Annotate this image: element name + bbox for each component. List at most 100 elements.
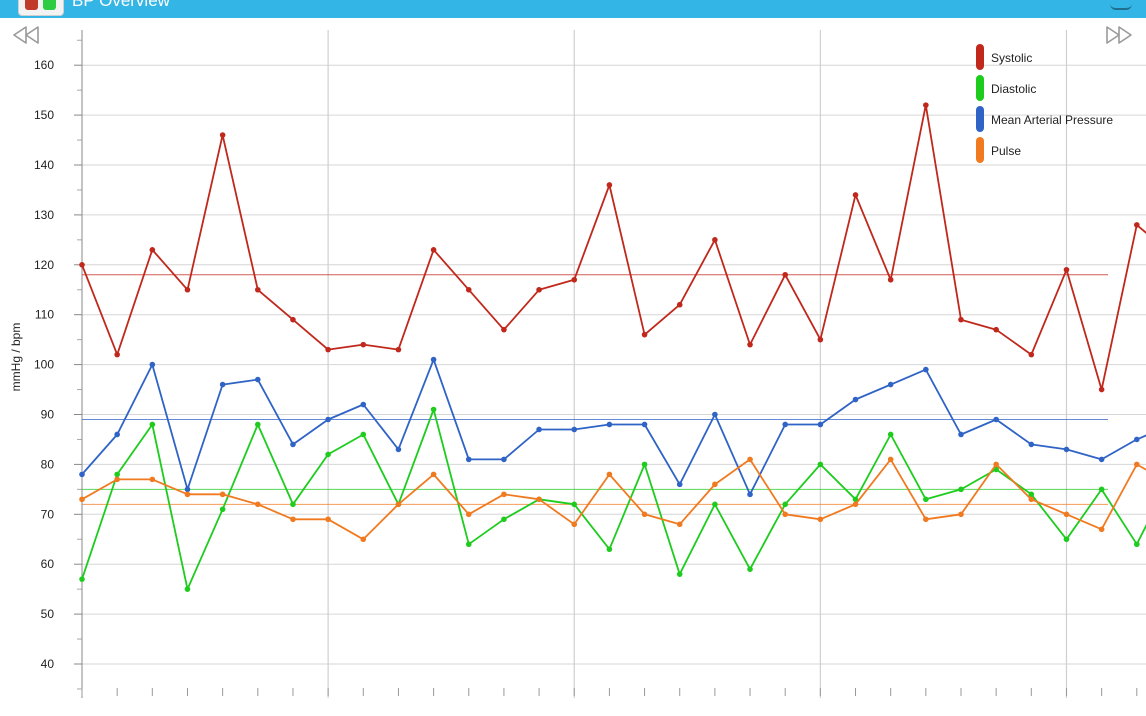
data-point-s2-7 [325,416,331,423]
data-point-s0-18 [712,237,718,243]
data-point-s3-13 [536,496,542,503]
y-tick-label-60: 60 [41,557,55,571]
data-point-s2-19 [747,491,753,498]
data-point-s0-5 [254,286,261,293]
app-logo-icon[interactable] [18,0,64,16]
next-page-button[interactable] [1104,24,1134,46]
data-point-s0-13 [536,286,542,293]
data-point-s0-12 [501,326,507,333]
y-tick-label-80: 80 [41,457,55,471]
data-point-s3-10 [430,471,437,478]
data-point-s3-23 [887,456,894,463]
data-point-s3-24 [923,516,929,523]
data-point-s1-1 [114,471,120,478]
data-point-s3-16 [641,511,648,518]
legend-label-systolic: Systolic [991,51,1033,65]
legend-swatch-pulse [976,137,984,163]
data-point-s0-28 [1063,266,1070,273]
data-point-s3-5 [254,501,261,508]
legend-label-pulse: Pulse [991,144,1022,158]
data-point-s1-28 [1063,536,1070,543]
data-point-s0-30 [1134,222,1140,228]
series-line-2 [81,358,1146,496]
legend-swatch-systolic [976,44,984,70]
data-point-s1-2 [149,421,156,428]
data-point-s1-15 [606,546,613,553]
legend-label-diastolic: Diastolic [991,82,1037,96]
data-point-s1-29 [1098,486,1105,493]
legend-item-diastolic[interactable]: Diastolic [972,75,1144,106]
data-point-s3-29 [1098,526,1105,533]
data-point-s3-12 [501,491,507,498]
data-point-s0-1 [114,351,120,358]
data-point-s2-2 [149,361,156,368]
data-point-s0-21 [817,336,824,343]
data-point-s0-7 [325,346,331,353]
data-point-s1-14 [571,501,578,508]
data-point-s0-20 [782,271,788,278]
data-point-s2-10 [430,356,437,363]
data-point-s0-3 [184,286,191,293]
data-point-s1-19 [747,566,753,572]
data-point-s2-24 [923,366,929,373]
data-point-s3-6 [290,516,296,523]
data-point-s2-22 [852,396,859,403]
data-point-s2-4 [219,381,226,388]
data-point-s3-4 [219,491,226,498]
data-point-s2-28 [1063,446,1070,453]
legend-item-pulse[interactable]: Pulse [972,137,1144,168]
app-logo-green-square [43,0,56,10]
fast-forward-icon [1106,26,1132,44]
y-tick-label-150: 150 [34,108,54,122]
data-point-s3-27 [1028,496,1035,503]
data-point-s1-22 [852,496,859,503]
data-point-s0-2 [149,247,156,253]
legend-swatch-diastolic [976,75,984,101]
data-point-s3-25 [958,511,964,518]
data-point-s1-25 [958,486,964,493]
data-point-s0-24 [923,102,929,108]
data-point-s0-15 [606,182,613,188]
data-point-s2-27 [1028,441,1035,448]
data-point-s3-17 [676,521,683,528]
data-point-s3-15 [606,471,613,478]
legend-item-systolic[interactable]: Systolic [972,44,1144,75]
series-line-3 [81,458,1146,541]
data-point-s2-3 [184,486,191,493]
data-point-s1-4 [219,506,226,513]
data-point-s2-25 [958,431,964,438]
data-point-s2-29 [1098,456,1105,463]
data-point-s2-14 [571,426,578,433]
data-point-s2-13 [536,426,542,433]
data-point-s2-15 [606,421,613,428]
data-point-s2-18 [712,411,718,418]
data-point-s0-11 [465,286,472,293]
data-point-s1-8 [360,431,367,438]
y-tick-label-140: 140 [34,158,54,172]
data-point-s1-3 [184,586,191,592]
y-tick-label-70: 70 [41,507,55,521]
data-point-s3-18 [712,481,718,488]
data-point-s0-14 [571,276,578,283]
rewind-icon [13,26,39,44]
data-point-s0-22 [852,192,859,198]
data-point-s3-26 [993,461,999,468]
data-point-s2-9 [395,446,402,453]
data-point-s1-17 [676,571,683,577]
data-point-s3-1 [114,476,120,483]
data-point-s2-12 [501,456,507,463]
data-point-s3-0 [79,496,85,503]
data-point-s0-23 [887,276,894,283]
page-title: BP Overview [72,0,170,10]
data-point-s3-20 [782,511,788,518]
data-point-s1-24 [923,496,929,503]
action-bar: BP Overview [0,0,1146,18]
previous-page-button[interactable] [11,24,41,46]
legend-item-mean-arterial-pressure[interactable]: Mean Arterial Pressure [972,106,1144,137]
data-point-s3-7 [325,516,331,523]
data-point-s1-12 [501,516,507,523]
data-point-s2-6 [290,441,296,448]
data-point-s0-17 [676,301,683,308]
data-point-s0-9 [395,346,402,353]
overflow-menu-icon[interactable] [1110,0,1132,10]
